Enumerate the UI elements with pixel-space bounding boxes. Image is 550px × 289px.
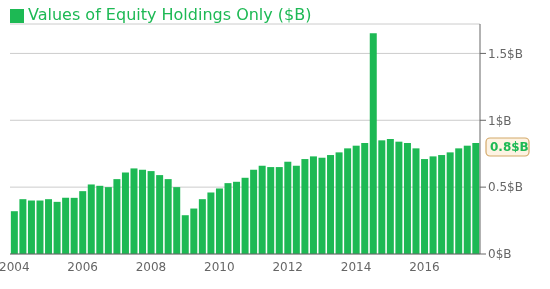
svg-text:2006: 2006 — [67, 260, 98, 274]
svg-text:2012: 2012 — [272, 260, 303, 274]
svg-text:0$B: 0$B — [488, 247, 512, 261]
html-text:Values of Equity Holdings Only: Values of Equity Holdings Only ($B) — [28, 5, 312, 24]
svg-text:2016: 2016 — [409, 260, 440, 274]
svg-text:0.8$B: 0.8$B — [490, 140, 529, 154]
svg-text:0.5$B: 0.5$B — [488, 180, 523, 194]
svg-text:2014: 2014 — [341, 260, 372, 274]
svg-text:1.5$B: 1.5$B — [488, 47, 523, 61]
svg-text:2004: 2004 — [8, 260, 30, 274]
svg-text:2010: 2010 — [204, 260, 235, 274]
svg-text:1$B: 1$B — [488, 114, 512, 128]
svg-text:2008: 2008 — [136, 260, 167, 274]
